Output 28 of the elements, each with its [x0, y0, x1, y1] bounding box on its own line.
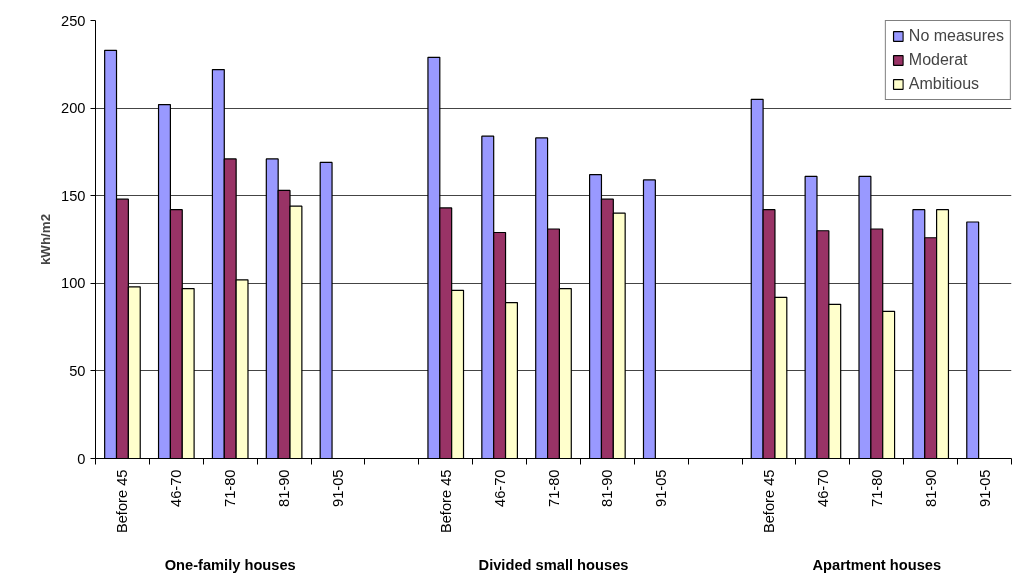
- x-tick-label: Before 45: [761, 469, 778, 534]
- x-tick-label: 81-90: [599, 469, 616, 507]
- x-tick-label: 46-70: [168, 469, 185, 507]
- text: Divided small houses: [478, 556, 629, 573]
- y-tick-label: 150: [61, 187, 86, 204]
- x-tick-label: 46-70: [814, 469, 831, 507]
- text: One-family houses: [164, 556, 296, 573]
- x-tick-label: 91-05: [976, 469, 993, 507]
- x-tick-label: 46-70: [491, 469, 508, 507]
- y-tick-label: 50: [69, 362, 86, 379]
- text: Apartment houses: [812, 556, 942, 573]
- x-tick-label: 91-05: [329, 469, 346, 507]
- legend-label: Ambitious: [908, 75, 980, 93]
- x-tick-label: 81-90: [276, 469, 293, 507]
- y-tick-label: 100: [61, 275, 86, 292]
- x-tick-label: 71-80: [222, 469, 239, 507]
- y-axis-title: kWh/m2: [38, 213, 54, 266]
- y-tick-label: 250: [61, 12, 86, 29]
- y-tick-label: 200: [61, 100, 86, 117]
- x-tick-label: 91-05: [653, 469, 670, 507]
- legend-label: Moderat: [908, 51, 968, 69]
- x-tick-label: Before 45: [437, 469, 454, 534]
- x-tick-label: 81-90: [922, 469, 939, 507]
- y-tick-label: 0: [77, 450, 86, 467]
- x-tick-label: 71-80: [868, 469, 885, 507]
- x-tick-label: 71-80: [545, 469, 562, 507]
- legend-label: No measures: [908, 27, 1004, 45]
- x-tick-label: Before 45: [114, 469, 131, 534]
